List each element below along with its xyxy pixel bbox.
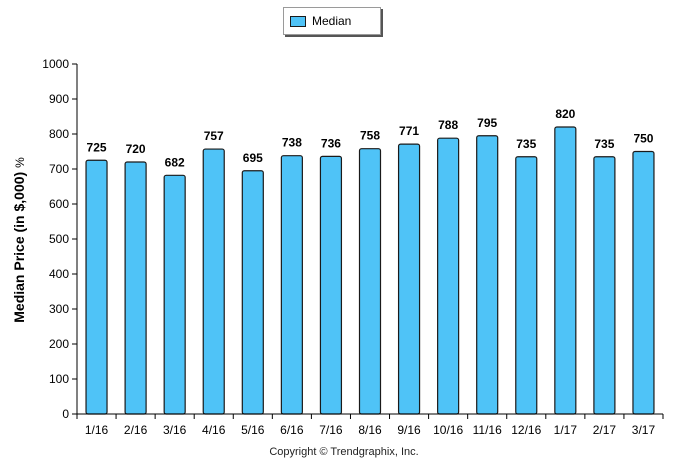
x-tick-label: 12/16 bbox=[511, 423, 541, 437]
data-label: 735 bbox=[516, 137, 536, 151]
y-tick-label: 700 bbox=[49, 162, 69, 176]
y-tick-label: 0 bbox=[62, 407, 69, 421]
bar bbox=[476, 135, 499, 415]
x-tick-label: 7/16 bbox=[319, 423, 343, 437]
data-label: 735 bbox=[594, 137, 614, 151]
data-label: 788 bbox=[438, 118, 458, 132]
y-tick-label: 400 bbox=[49, 267, 69, 281]
legend: Median bbox=[283, 7, 381, 35]
x-tick-label: 2/16 bbox=[124, 423, 148, 437]
y-tick-label: 300 bbox=[49, 302, 69, 316]
data-label: 682 bbox=[165, 155, 185, 169]
x-axis-ticks: 1/16 2/16 3/16 4/16 5/16 6/16 7/16 8/16 9/16 10/1… bbox=[76, 414, 664, 437]
y-tick-label: 600 bbox=[49, 197, 69, 211]
y-tick-label: 800 bbox=[49, 127, 69, 141]
bar bbox=[241, 170, 264, 415]
x-tick-label: 3/16 bbox=[163, 423, 187, 437]
bars-group: 725 720 682 757 695 738 736 758 771 788 795 735 820 7… bbox=[85, 107, 655, 415]
legend-label-median: Median bbox=[312, 14, 352, 28]
x-tick-label: 11/16 bbox=[473, 423, 502, 437]
x-tick-label: 5/16 bbox=[241, 423, 265, 437]
data-label: 795 bbox=[477, 116, 497, 130]
data-label: 736 bbox=[321, 136, 341, 150]
bar bbox=[554, 126, 577, 415]
data-label: 720 bbox=[126, 142, 146, 156]
data-label: 771 bbox=[399, 124, 419, 138]
y-axis-title-text: Median Price (in $,000) bbox=[11, 171, 27, 323]
bar bbox=[280, 155, 303, 415]
data-label: 725 bbox=[87, 140, 107, 154]
x-tick-label: 9/16 bbox=[397, 423, 421, 437]
bar bbox=[515, 156, 538, 415]
data-label: 820 bbox=[555, 107, 575, 121]
x-tick-label: 3/17 bbox=[632, 423, 656, 437]
bar bbox=[437, 137, 460, 415]
bar bbox=[85, 159, 108, 415]
x-tick-label: 4/16 bbox=[202, 423, 226, 437]
y-tick-label: 1000 bbox=[42, 57, 69, 71]
bar bbox=[593, 156, 616, 415]
x-tick-label: 8/16 bbox=[358, 423, 382, 437]
x-tick-label: 6/16 bbox=[280, 423, 304, 437]
bar bbox=[124, 161, 147, 415]
legend-swatch-median bbox=[290, 16, 306, 27]
y-tick-label: 100 bbox=[49, 372, 69, 386]
data-label: 738 bbox=[282, 136, 302, 150]
y-tick-label: 500 bbox=[49, 232, 69, 246]
data-label: 750 bbox=[633, 132, 653, 146]
data-label: 757 bbox=[204, 129, 224, 143]
x-tick-label: 10/16 bbox=[433, 423, 463, 437]
bar bbox=[202, 148, 225, 415]
y-axis-title: Median Price (in $,000) % bbox=[11, 157, 27, 323]
x-tick-label: 1/16 bbox=[85, 423, 109, 437]
bar bbox=[319, 155, 343, 415]
y-tick-label: 200 bbox=[49, 337, 69, 351]
copyright-text: Copyright © Trendgraphix, Inc. bbox=[269, 446, 419, 458]
bar bbox=[163, 174, 186, 415]
bar bbox=[397, 143, 421, 415]
y-axis-ticks: 0 100 200 300 400 500 600 700 800 900 1000 bbox=[42, 57, 77, 421]
y-axis-title-suffix: % bbox=[13, 157, 27, 168]
data-label: 695 bbox=[243, 151, 263, 165]
x-tick-label: 1/17 bbox=[554, 423, 578, 437]
y-tick-label: 900 bbox=[49, 92, 69, 106]
x-tick-label: 2/17 bbox=[593, 423, 617, 437]
data-label: 758 bbox=[360, 129, 380, 143]
bar bbox=[632, 150, 655, 415]
bar bbox=[358, 148, 382, 415]
